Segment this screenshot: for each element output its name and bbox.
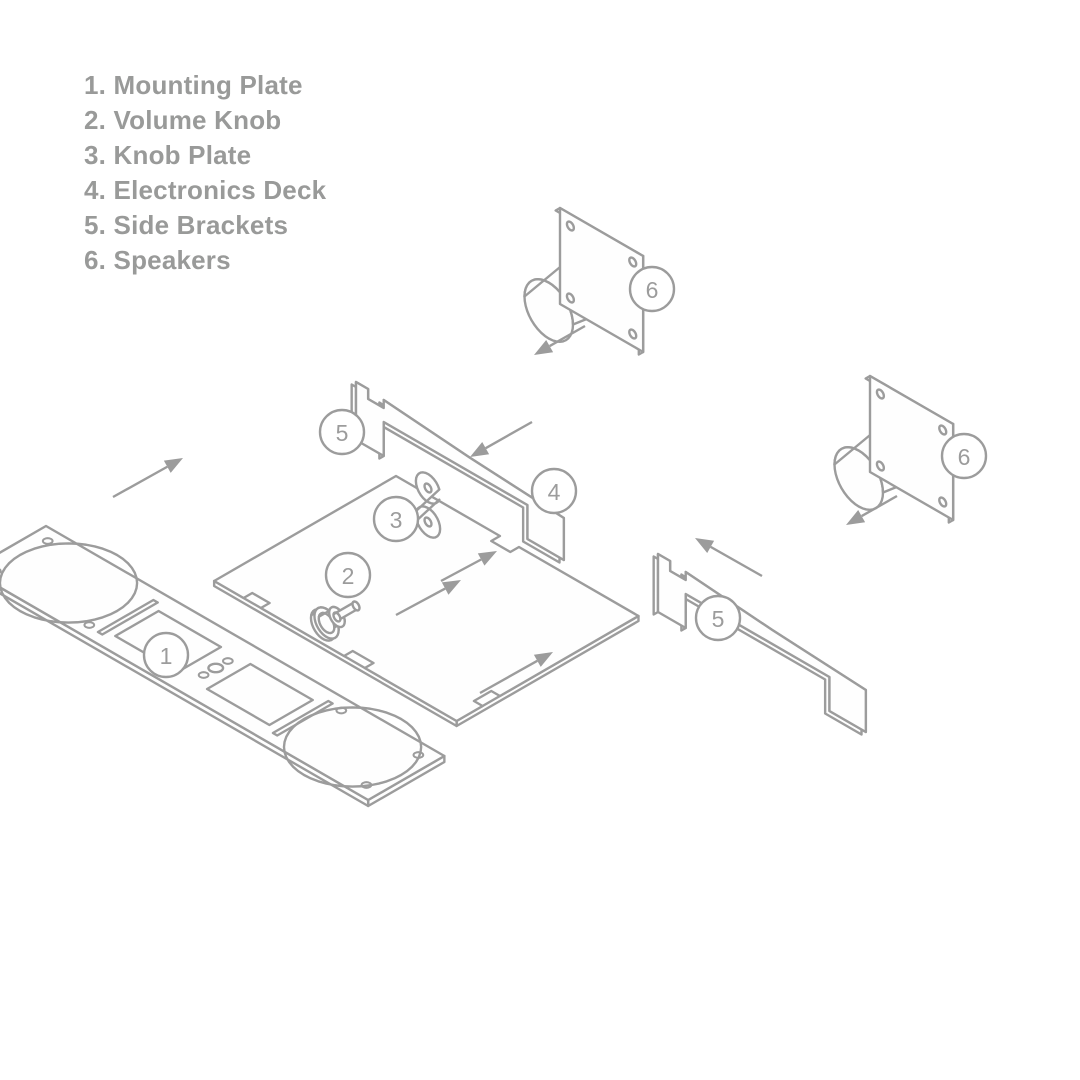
callout-c5b: 5 [696,596,740,640]
speaker-left [524,208,643,355]
svg-text:4: 4 [548,479,561,505]
callout-c2: 2 [326,553,370,597]
side-bracket-right [654,554,866,735]
callout-c5a: 5 [320,410,364,454]
speaker-right [834,376,953,523]
svg-text:6: 6 [958,444,971,470]
svg-text:1: 1 [160,643,173,669]
callout-c6a: 6 [630,267,674,311]
callout-c3: 3 [374,497,418,541]
svg-text:6: 6 [646,277,659,303]
callout-c6b: 6 [942,434,986,478]
svg-text:5: 5 [336,420,349,446]
svg-text:3: 3 [390,507,403,533]
callout-c4: 4 [532,469,576,513]
callout-c1: 1 [144,633,188,677]
exploded-diagram: 1 2 3 4 5 5 6 6 [0,0,1080,1080]
svg-text:5: 5 [712,606,725,632]
svg-text:2: 2 [342,563,355,589]
